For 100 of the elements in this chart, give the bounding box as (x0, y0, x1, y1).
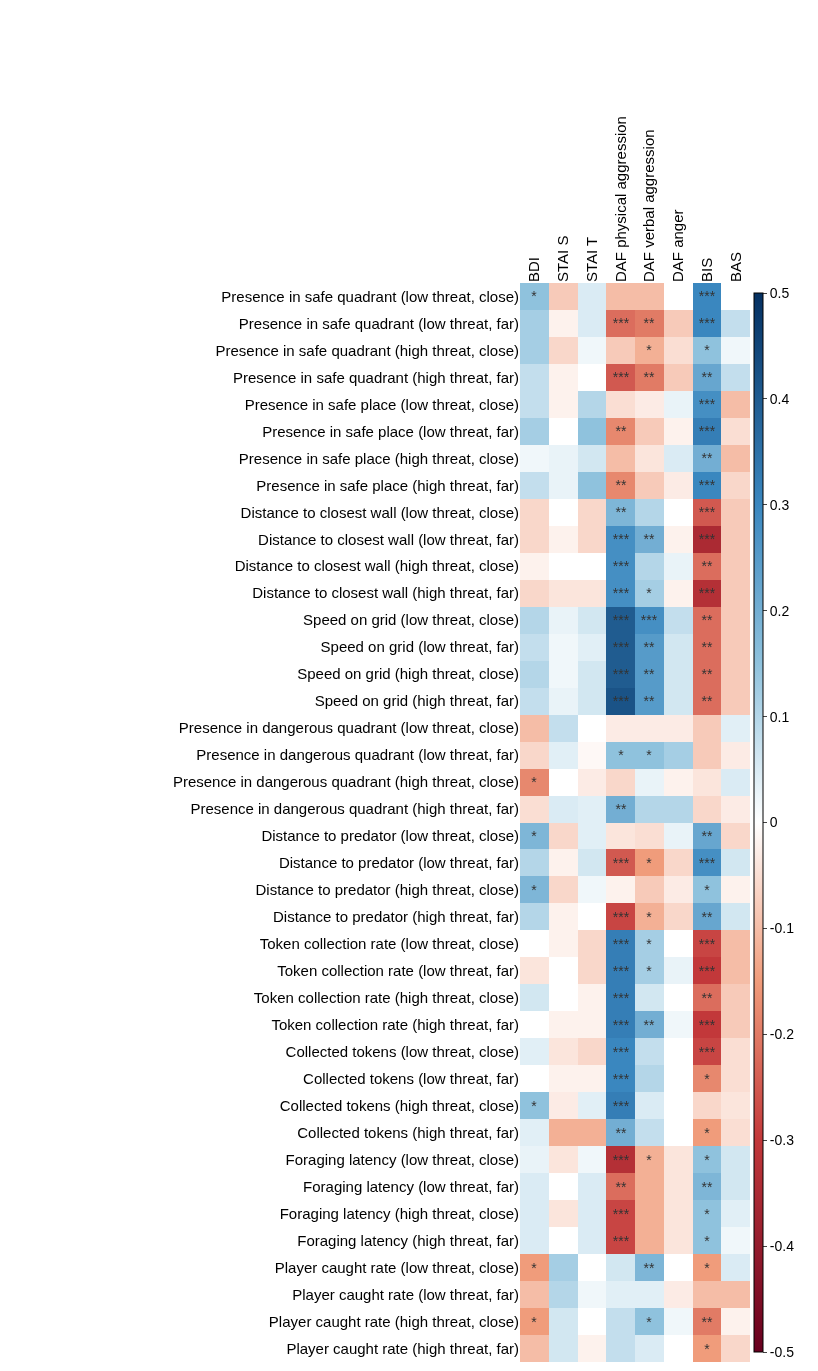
data-label: * (531, 881, 538, 898)
y-tick-label: Speed on grid (high threat, close) (297, 665, 519, 683)
data-label: ** (615, 503, 627, 520)
data-label: ** (643, 665, 655, 682)
y-tick-label: Presence in safe place (low threat, far) (262, 422, 519, 440)
data-label: * (704, 1205, 711, 1222)
data-label: * (531, 1097, 538, 1114)
data-label: * (704, 341, 711, 358)
color-bar-label: 0.1 (769, 708, 790, 725)
data-label: ** (701, 368, 713, 385)
data-label: *** (612, 1097, 630, 1114)
data-label: *** (698, 314, 716, 331)
data-label: ** (615, 800, 627, 817)
data-label: * (646, 854, 653, 871)
data-label: *** (612, 1151, 630, 1168)
data-label: *** (698, 1016, 716, 1033)
y-tick-label: Presence in safe quadrant (low threat, close) (221, 287, 519, 305)
data-label: ** (701, 557, 713, 574)
data-label: *** (698, 854, 716, 871)
data-label: ** (701, 989, 713, 1006)
data-label: *** (612, 692, 630, 709)
x-tick-label: BDI (525, 256, 543, 282)
y-tick-label: Collected tokens (low threat, far) (303, 1070, 519, 1088)
data-label: *** (698, 530, 716, 547)
x-tick-label: BIS (697, 257, 715, 282)
data-label: *** (612, 314, 630, 331)
y-tick-label: Distance to predator (low threat, close) (261, 827, 519, 845)
y-tick-label: Presence in safe place (high threat, far) (256, 476, 519, 494)
data-label: ** (643, 368, 655, 385)
data-label: * (704, 881, 711, 898)
data-label: *** (612, 584, 630, 601)
data-label: *** (612, 1205, 630, 1222)
data-label: * (646, 935, 653, 952)
data-label: ** (701, 1178, 713, 1195)
y-tick-label: Distance to closest wall (low threat, close) (240, 503, 519, 521)
x-tick-label: BAS (726, 251, 744, 282)
data-label: *** (612, 665, 630, 682)
data-label: ** (643, 1259, 655, 1276)
y-tick-label: Distance to closest wall (high threat, far) (252, 584, 519, 602)
x-tick-label: DAF verbal aggression (640, 129, 658, 282)
data-label: *** (612, 530, 630, 547)
data-label: *** (612, 1070, 630, 1087)
color-bar-label: 0.3 (769, 496, 790, 513)
data-label: *** (698, 935, 716, 952)
y-tick-label: Presence in dangerous quadrant (high threat, close) (172, 773, 519, 791)
y-tick-label: Speed on grid (low threat, far) (320, 638, 519, 656)
data-label: *** (612, 638, 630, 655)
y-tick-label: Player caught rate (high threat, far) (286, 1339, 519, 1357)
y-tick-label: Player caught rate (low threat, far) (292, 1285, 519, 1303)
data-label: *** (612, 1232, 630, 1249)
x-tick-label: DAF physical aggression (611, 116, 629, 282)
data-label: *** (612, 935, 630, 952)
data-label: ** (643, 530, 655, 547)
y-tick-label: Token collection rate (high threat, close) (253, 989, 519, 1007)
y-tick-label: Foraging latency (low threat, far) (303, 1177, 519, 1195)
data-label: *** (698, 395, 716, 412)
data-label: *** (698, 503, 716, 520)
data-label: * (646, 1313, 653, 1330)
data-label: * (531, 1313, 538, 1330)
data-label: *** (698, 962, 716, 979)
data-label: ** (615, 1124, 627, 1141)
data-label: * (646, 908, 653, 925)
data-label: ** (615, 422, 627, 439)
data-label: ** (701, 908, 713, 925)
color-bar-label: 0 (769, 814, 778, 831)
data-label: *** (612, 908, 630, 925)
y-tick-label: Presence in dangerous quadrant (high threat, far) (190, 800, 519, 818)
data-label: *** (698, 476, 716, 493)
data-label: ** (643, 692, 655, 709)
data-label: * (646, 746, 653, 763)
data-label: * (704, 1070, 711, 1087)
data-label: *** (698, 422, 716, 439)
data-label: *** (612, 1043, 630, 1060)
data-label: *** (698, 287, 716, 304)
data-label: ** (643, 1016, 655, 1033)
data-label: * (646, 584, 653, 601)
data-label: *** (698, 584, 716, 601)
y-tick-label: Player caught rate (high threat, close) (268, 1312, 519, 1330)
data-label: *** (612, 611, 630, 628)
y-tick-label: Collected tokens (low threat, close) (285, 1043, 519, 1061)
y-tick-label: Token collection rate (low threat, far) (277, 962, 519, 980)
data-label: * (704, 1259, 711, 1276)
y-tick-label: Presence in dangerous quadrant (low threat, far) (196, 746, 519, 764)
y-tick-label: Foraging latency (high threat, far) (297, 1231, 519, 1249)
data-label: *** (612, 368, 630, 385)
y-tick-label: Presence in safe quadrant (low threat, far) (238, 314, 519, 332)
data-label: * (646, 341, 653, 358)
x-tick-label: DAF anger (669, 209, 687, 282)
color-bar-label: -0.5 (769, 1343, 795, 1360)
color-bar-label: 0.5 (769, 284, 790, 301)
data-label: *** (612, 989, 630, 1006)
data-label: * (618, 746, 625, 763)
x-tick-label: STAI S (554, 235, 572, 282)
y-tick-label: Token collection rate (high threat, far) (271, 1016, 519, 1034)
data-label: ** (643, 638, 655, 655)
color-bar-label: -0.2 (769, 1026, 795, 1043)
y-tick-label: Distance to closest wall (low threat, far) (258, 530, 519, 548)
data-label: * (531, 773, 538, 790)
y-tick-label: Token collection rate (low threat, close) (259, 935, 519, 953)
data-label: ** (701, 692, 713, 709)
